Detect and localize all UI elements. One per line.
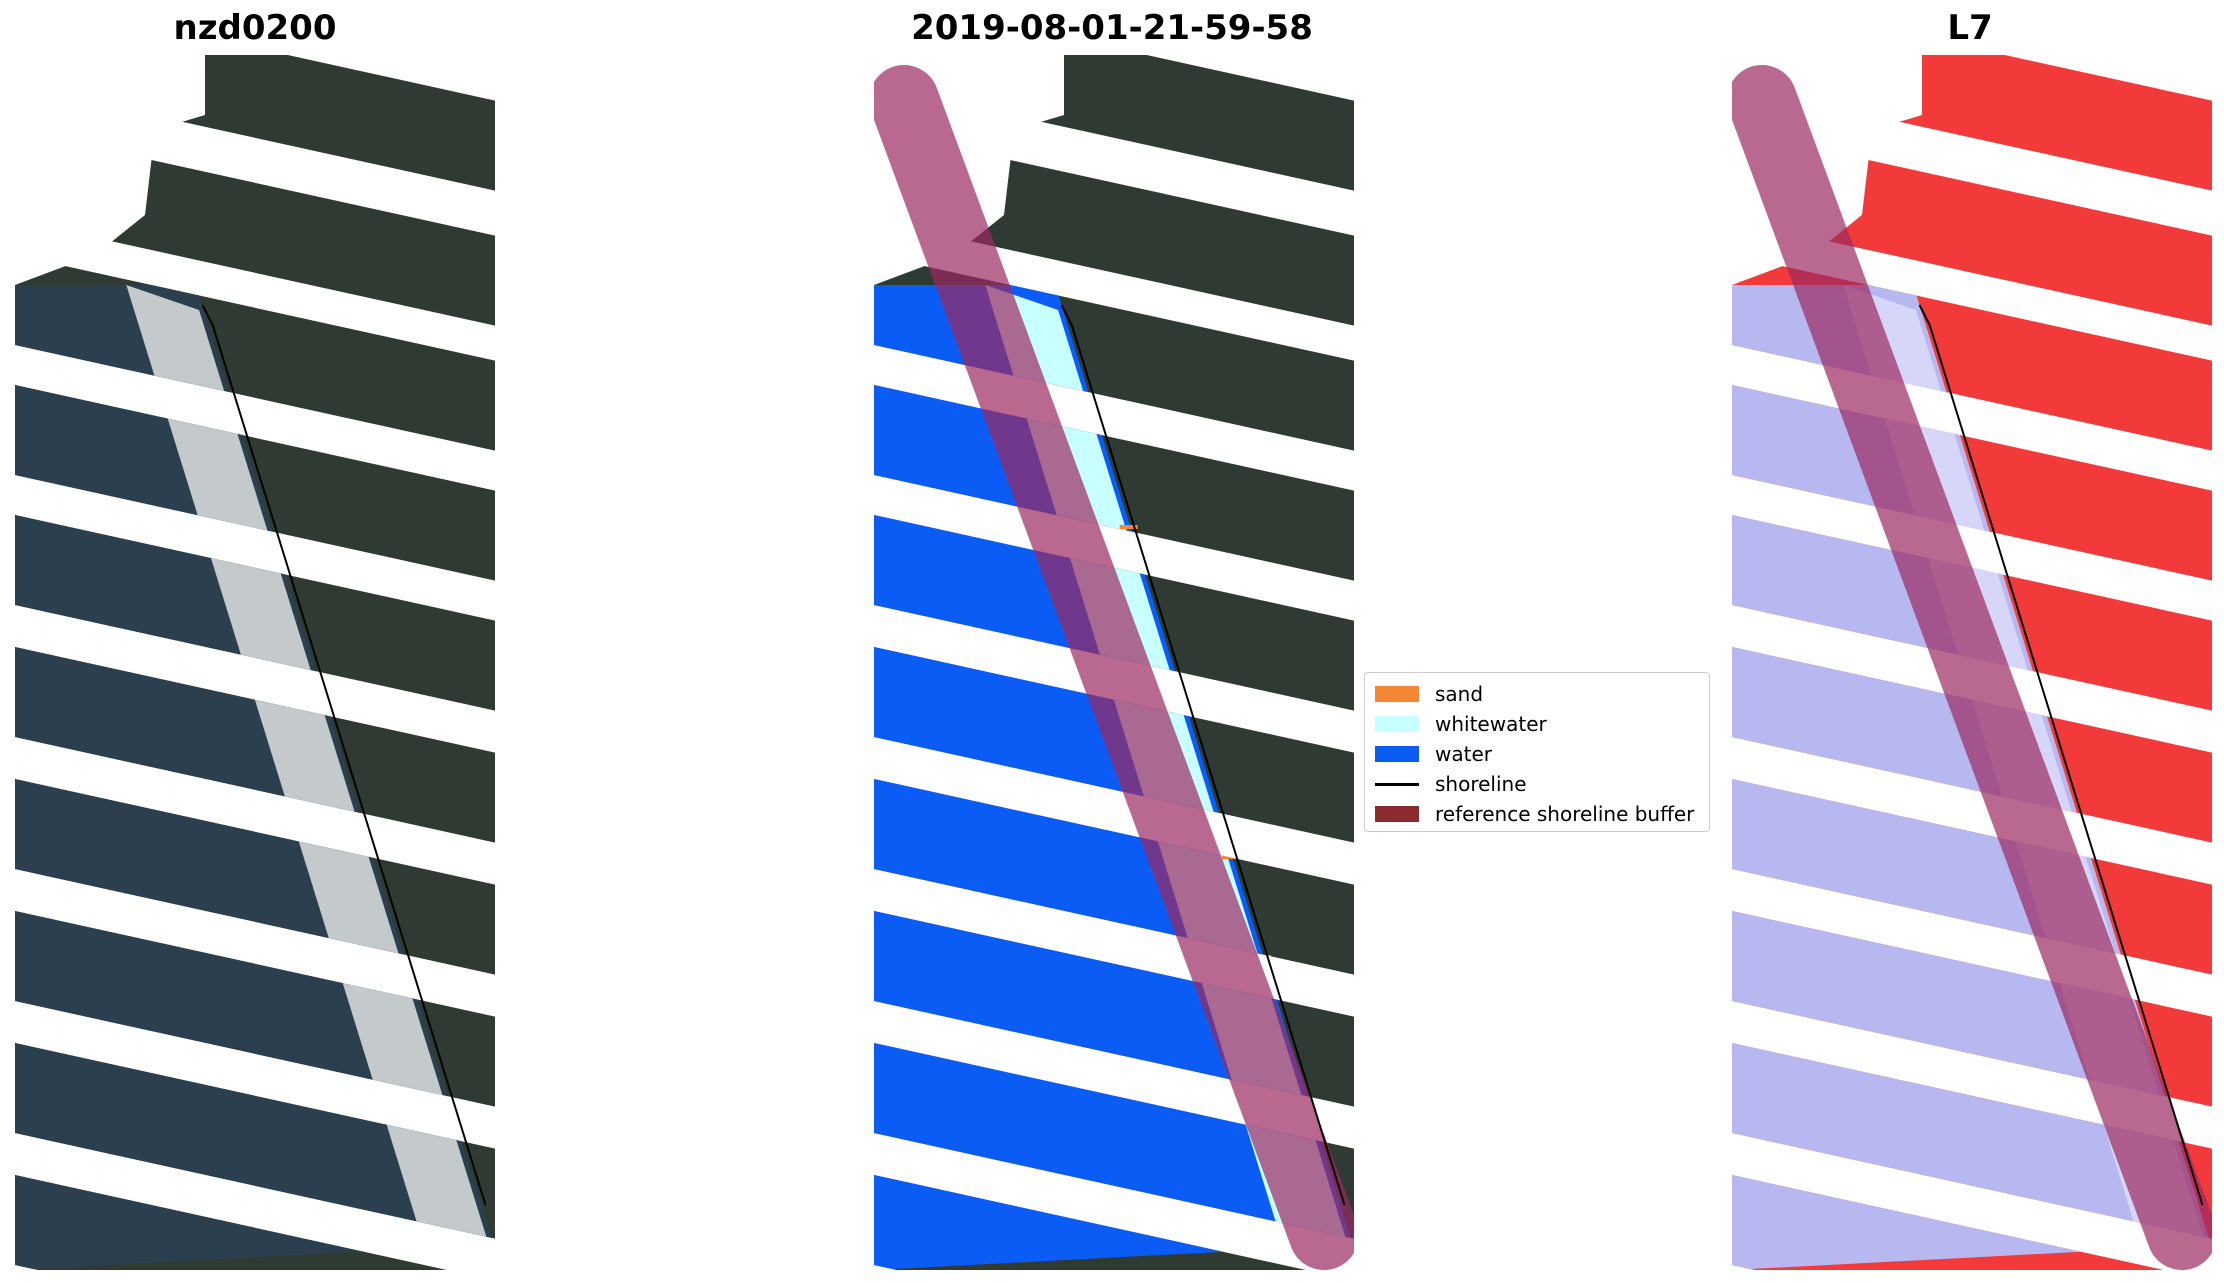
shoreline — [1060, 304, 1346, 1206]
rgb-image-panel — [15, 55, 495, 1270]
water-swatch — [1375, 746, 1419, 762]
legend-label: water — [1435, 742, 1492, 766]
legend-item-sand: sand — [1375, 679, 1699, 709]
whitewater-swatch — [1375, 716, 1419, 732]
legend-label: shoreline — [1435, 772, 1527, 796]
legend-item-water: water — [1375, 739, 1699, 769]
classified-image-panel — [874, 55, 1354, 1270]
legend-item-shoreline: shoreline — [1375, 769, 1699, 799]
classified-image — [874, 55, 1354, 1270]
shoreline — [201, 304, 487, 1206]
panel-title-rgb: nzd0200 — [173, 8, 337, 48]
shoreline-swatch — [1375, 782, 1419, 786]
reference-shoreline-buffer — [874, 65, 1354, 1270]
reference-shoreline-buffer — [1732, 65, 2212, 1270]
buffer-swatch — [1375, 806, 1419, 822]
panel-title-index: L7 — [1947, 8, 1993, 48]
legend-label: whitewater — [1435, 712, 1547, 736]
no-data-area — [15, 55, 205, 285]
index-image — [1732, 55, 2212, 1270]
image-strips — [15, 55, 495, 1270]
rgb-image — [15, 55, 495, 1270]
legend-label: sand — [1435, 682, 1484, 706]
sand-patch — [1119, 525, 1138, 529]
legend-item-whitewater: whitewater — [1375, 709, 1699, 739]
sand-swatch — [1375, 686, 1419, 702]
legend-item-reference-buffer: reference shoreline buffer — [1375, 799, 1699, 829]
legend: sand whitewater water shoreline referenc… — [1364, 672, 1710, 832]
index-image-panel — [1732, 55, 2212, 1270]
shoreline — [1918, 304, 2204, 1206]
panel-title-classified: 2019-08-01-21-59-58 — [911, 8, 1313, 48]
legend-label: reference shoreline buffer — [1435, 802, 1695, 826]
